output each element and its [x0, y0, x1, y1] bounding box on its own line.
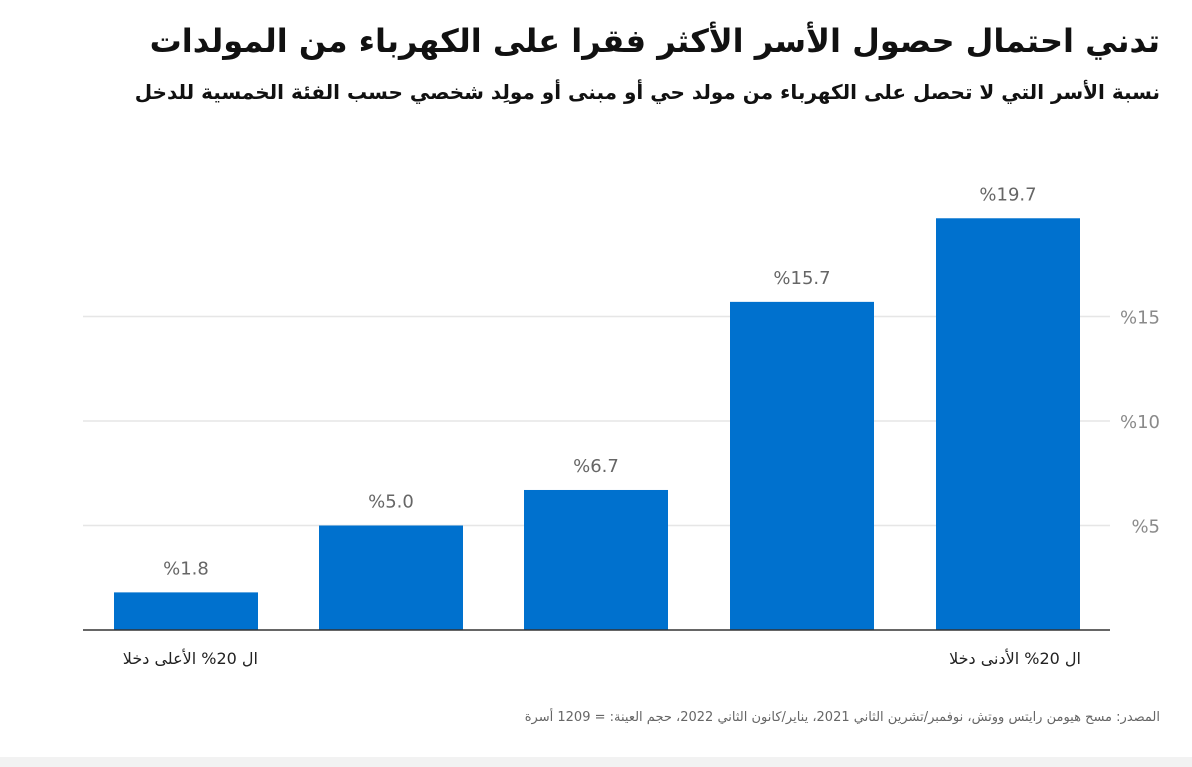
bar — [319, 525, 463, 630]
value-labels: %1.8 %5.0 %6.7 %15.7 %19.7 — [163, 184, 1036, 579]
x-axis-labels: ال 20% الأعلى دخلا ال 20% الأدنى دخلا — [123, 648, 1081, 668]
bar — [114, 592, 258, 630]
y-tick-label: %10 — [1120, 412, 1160, 433]
bars — [114, 218, 1080, 630]
chart-subtitle: نسبة الأسر التي لا تحصل على الكهرباء من … — [134, 80, 1160, 104]
source-note: المصدر: مسح هيومن رايتس ووتش، نوفمبر/تشر… — [524, 710, 1160, 725]
bar — [936, 218, 1080, 630]
chart-title: تدني احتمال حصول الأسر الأكثر فقرا على ا… — [149, 22, 1160, 60]
y-tick-label: %15 — [1120, 308, 1160, 329]
bottom-strip — [0, 757, 1192, 767]
x-category-label: ال 20% الأدنى دخلا — [949, 648, 1081, 668]
bar — [524, 489, 668, 630]
value-label: %1.8 — [163, 558, 209, 579]
value-label: %5.0 — [368, 492, 414, 513]
value-label: %6.7 — [573, 456, 619, 477]
x-category-label: ال 20% الأعلى دخلا — [123, 648, 258, 668]
bar — [730, 301, 874, 630]
value-label: %19.7 — [979, 184, 1036, 205]
value-label: %15.7 — [773, 268, 830, 289]
y-axis-ticks: %5 %10 %15 — [1120, 308, 1160, 538]
y-tick-label: %5 — [1131, 517, 1160, 538]
